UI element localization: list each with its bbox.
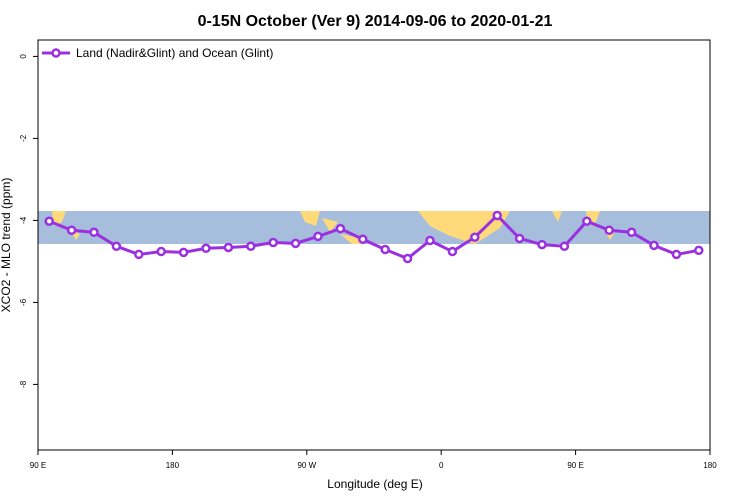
data-point bbox=[492, 210, 502, 221]
data-point bbox=[178, 247, 189, 258]
map-background bbox=[38, 211, 710, 244]
y-tick-label: -8 bbox=[19, 380, 28, 388]
data-point bbox=[66, 225, 77, 235]
data-point bbox=[402, 253, 413, 264]
plot-frame bbox=[37, 39, 711, 451]
x-tick-label: 90 E bbox=[567, 461, 583, 470]
data-point bbox=[335, 223, 346, 234]
x-axis-label: Longitude (deg E) bbox=[327, 477, 422, 491]
data-point bbox=[156, 246, 166, 257]
data-point bbox=[671, 249, 682, 260]
x-tick-label: 90 E bbox=[30, 461, 46, 470]
x-tick-label: 180 bbox=[703, 461, 717, 470]
x-tick-label: 180 bbox=[166, 461, 180, 470]
data-point bbox=[111, 241, 122, 251]
data-point bbox=[201, 243, 211, 254]
x-tick-label: 90 W bbox=[297, 461, 316, 470]
y-tick-label: -6 bbox=[19, 298, 28, 306]
data-point bbox=[89, 227, 99, 238]
y-tick-label: 0 bbox=[19, 54, 28, 59]
legend-label: Land (Nadir&Glint) and Ocean (Glint) bbox=[76, 46, 273, 60]
legend-marker bbox=[51, 48, 61, 58]
data-point bbox=[268, 237, 278, 248]
data-point bbox=[134, 249, 144, 260]
data-point bbox=[470, 232, 480, 242]
data-point bbox=[604, 225, 614, 235]
y-tick-label: -4 bbox=[19, 216, 28, 224]
data-point bbox=[537, 239, 547, 250]
data-point bbox=[649, 240, 659, 251]
data-point bbox=[425, 235, 435, 246]
x-tick-label: 0 bbox=[439, 461, 444, 470]
data-point bbox=[447, 246, 458, 257]
y-tick-label: -2 bbox=[19, 134, 28, 142]
data-point bbox=[313, 231, 323, 242]
data-point bbox=[358, 234, 368, 245]
data-point bbox=[290, 238, 301, 249]
data-point bbox=[380, 244, 390, 255]
data-point bbox=[694, 245, 704, 256]
data-point bbox=[582, 216, 592, 226]
data-point bbox=[559, 241, 570, 251]
data-point bbox=[626, 227, 637, 238]
data-point bbox=[223, 242, 234, 253]
y-axis-label: XCO2 - MLO trend (ppm) bbox=[0, 178, 13, 313]
data-point bbox=[246, 241, 256, 251]
data-point bbox=[514, 233, 525, 244]
chart-title: 0-15N October (Ver 9) 2014-09-06 to 2020… bbox=[198, 13, 553, 30]
data-point bbox=[44, 216, 54, 226]
